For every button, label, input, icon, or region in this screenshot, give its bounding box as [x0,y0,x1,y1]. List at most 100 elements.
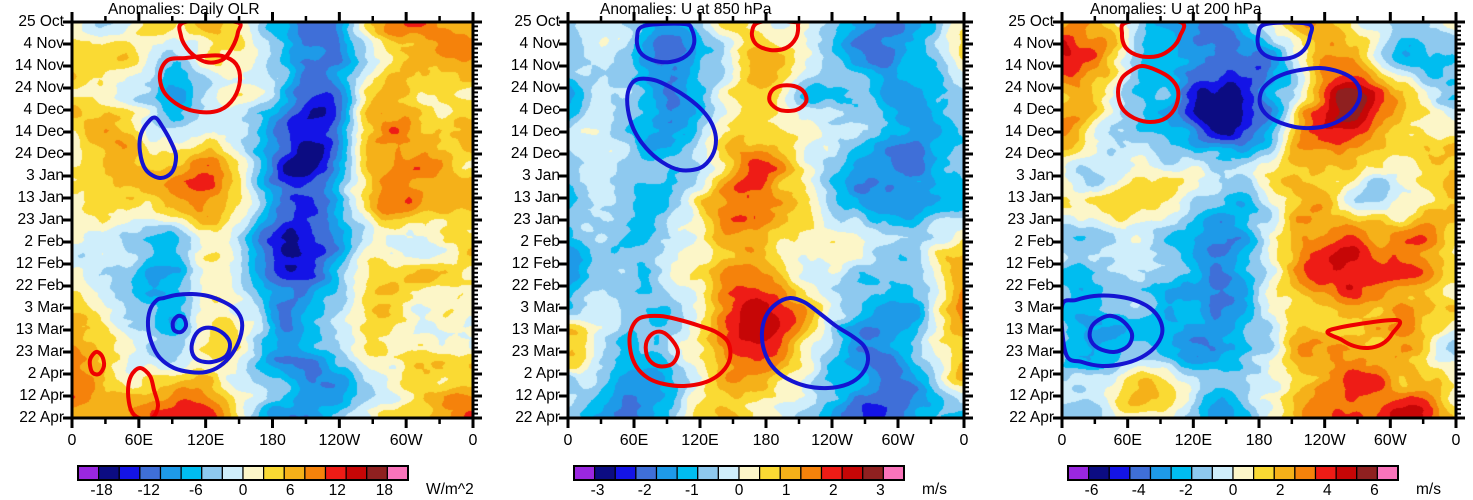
y-axis-label: 22 Feb [15,277,64,294]
y-axis-label: 14 Dec [1004,123,1054,140]
plot-frame [70,20,475,420]
x-axis-ticks [566,12,966,428]
colorbar-swatch [800,465,823,481]
y-axis-label: 14 Nov [510,57,560,74]
colorbar-swatch [738,465,761,481]
x-axis-label: 0 [468,432,478,449]
colorbar-tick-label: 0 [734,482,744,499]
contour-negative [137,115,179,181]
colorbar-swatch [118,465,141,481]
colorbar-swatch [366,465,388,481]
y-axis-label: 13 Jan [17,189,64,206]
colorbar-tick-label: 1 [781,482,791,499]
colorbar [77,465,409,481]
x-axis-label: 60W [1373,432,1407,449]
colorbar-swatch [635,465,658,481]
y-axis-label: 4 Dec [519,101,561,118]
colorbar-swatch [1294,465,1317,481]
x-axis-label: 0 [563,432,573,449]
colorbar-swatch [1253,465,1275,481]
y-axis-label: 4 Dec [1013,101,1055,118]
colorbar-units: W/m^2 [426,481,474,498]
colorbar-swatch [304,465,327,481]
y-axis-label: 22 Feb [511,277,560,294]
overlay-contours [1062,22,1403,369]
colorbar-tick-label: -3 [590,482,605,499]
y-axis-label: 3 Jan [26,167,64,184]
colorbar-swatch [98,465,120,481]
y-axis-label: 24 Nov [1004,79,1054,96]
colorbar-tick-label: 3 [876,482,885,499]
y-axis-label: 3 Jan [1016,167,1054,184]
x-axis-ticks [1060,12,1458,428]
colorbar-swatch [345,465,368,481]
y-axis-label: 22 Apr [1009,409,1054,426]
contour-negative [1087,313,1135,355]
colorbar-tick-label: -6 [1084,482,1099,499]
y-axis-label: 2 Apr [1017,365,1054,382]
x-axis-label: 180 [752,432,780,449]
colorbar-swatch [614,465,637,481]
y-axis-label: 2 Feb [1014,233,1054,250]
y-axis-label: 22 Apr [515,409,560,426]
y-axis-label: 13 Mar [1005,321,1054,338]
contour-positive [749,22,801,53]
y-axis-label: 25 Oct [1008,13,1054,30]
y-axis-label: 12 Feb [1005,255,1054,272]
x-axis-ticks [70,12,475,428]
x-axis-label: 0 [1057,432,1067,449]
y-axis-label: 24 Nov [14,79,64,96]
colorbar [573,465,905,481]
y-axis-label: 23 Jan [1007,211,1054,228]
x-axis-label: 120W [318,432,361,449]
x-axis-label: 60E [1113,432,1142,449]
contour-positive [1119,22,1187,59]
y-axis-label: 12 Apr [19,387,64,404]
y-axis-label: 13 Mar [15,321,64,338]
y-axis-label: 12 Apr [515,387,560,404]
colorbar-swatch [139,465,162,481]
y-axis-label: 24 Dec [14,145,64,162]
colorbar-swatch [324,465,347,481]
y-axis-label: 23 Jan [17,211,64,228]
panel-title: Anomalies: Daily OLR [108,1,260,18]
y-axis-label: 3 Mar [24,299,64,316]
colorbar-tick-label: 4 [1322,482,1332,499]
y-axis-label: 4 Nov [519,35,561,52]
y-axis-label: 22 Feb [1005,277,1054,294]
colorbar-tick-label: 0 [238,482,248,499]
y-axis-ticks [63,20,482,420]
contour-negative [759,295,871,391]
x-axis-label: 180 [259,432,286,449]
y-axis-label: 12 Feb [511,255,560,272]
y-axis-label: 2 Feb [24,233,64,250]
y-axis-ticks [559,20,973,420]
contour-negative [1062,293,1165,369]
colorbar-swatch [201,465,223,481]
y-axis-label: 2 Apr [523,365,560,382]
colorbar-swatch [1314,465,1337,481]
colorbar-tick-label: 2 [828,482,838,499]
y-axis-label: 14 Dec [14,123,64,140]
colorbar-swatch [242,465,265,481]
overlay-contours [625,22,871,391]
y-axis-label: 24 Nov [510,79,560,96]
colorbar-swatch [1335,465,1358,481]
colorbar-units: m/s [1416,481,1441,498]
contour-shading [1062,22,1456,418]
y-axis-label: 14 Nov [14,57,64,74]
colorbar-tick-label: 18 [375,482,394,499]
y-axis-label: 14 Dec [510,123,560,140]
colorbar-tick-label: 6 [1370,482,1379,499]
colorbar-swatch [1273,465,1296,481]
colorbar-swatch [263,465,285,481]
y-axis-label: 25 Oct [514,13,560,30]
panel-title: Anomalies: U at 850 hPa [600,1,772,18]
colorbar-swatch [594,465,616,481]
colorbar-swatch [221,465,244,481]
x-axis-label: 120E [681,432,719,449]
colorbar-swatch [159,465,182,481]
y-axis-label: 14 Nov [1004,57,1054,74]
